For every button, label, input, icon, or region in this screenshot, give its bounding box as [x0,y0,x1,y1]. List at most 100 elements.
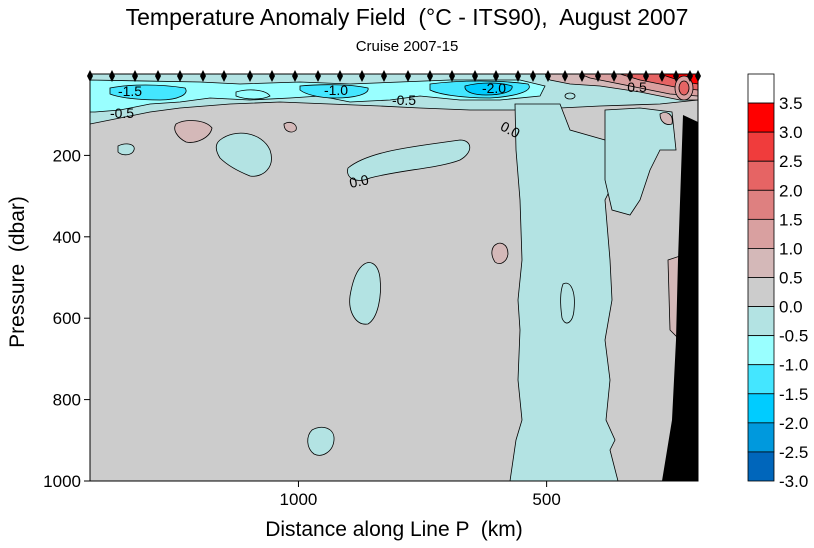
anomaly-blob-positive [283,122,297,133]
station-marker [643,70,649,82]
chart-subtitle: Cruise 2007-15 [355,38,459,55]
colorbar-label: -3.0 [779,472,808,491]
station-marker [132,70,138,82]
colorbar-swatch [747,422,775,453]
anomaly-blob [349,262,381,325]
anomaly-region-neg-1-5 [109,84,187,101]
station-marker [200,70,206,82]
colorbar-label: 1.5 [779,210,803,229]
station-marker [359,70,365,82]
colorbar-swatch [747,73,775,104]
anomaly-blob [347,139,471,181]
colorbar-label: -1.0 [779,356,808,375]
station-marker [472,70,478,82]
colorbar-swatch [747,335,775,366]
station-marker [687,70,693,82]
y-tick-label: 800 [53,391,81,410]
x-tick-label: 1000 [280,490,318,509]
y-axis: 200 400 600 800 1000 [43,146,90,491]
contour-label: 0.0 [348,171,371,191]
colorbar-label: -2.5 [779,443,808,462]
anomaly-blob [117,143,135,156]
anomaly-blob [560,282,575,324]
colorbar-swatch [747,451,775,482]
station-marker [109,70,115,82]
colorbar-swatch [747,131,775,162]
station-markers [87,70,701,82]
station-marker [155,70,161,82]
anomaly-region-neg-1-0 [235,89,271,100]
anomaly-blob-positive [659,112,673,125]
chart-title: Temperature Anomaly Field (°C - ITS90), … [125,4,689,30]
x-tick-label: 500 [532,490,560,509]
station-marker [269,70,275,82]
colorbar-label: 2.0 [779,181,803,200]
anomaly-region-neg-0-5 [604,107,677,216]
station-marker [595,70,601,82]
contour-label: -0.5 [392,92,416,108]
colorbar-swatch [747,160,775,191]
colorbar-swatch [747,189,775,220]
colorbar-label: -0.5 [779,327,808,346]
colorbar-label: 0.0 [779,298,803,317]
contour-label: -1.5 [118,83,142,99]
contour-label: -0.5 [110,105,134,121]
station-marker [611,70,617,82]
surface-eddy [678,80,690,96]
station-marker [405,70,411,82]
station-marker [627,70,633,82]
station-marker [493,70,499,82]
colorbar-label: 3.0 [779,123,803,142]
colorbar-swatch [747,102,775,133]
colorbar-label: 1.0 [779,239,803,258]
colorbar-swatch [747,306,775,337]
colorbar-label: -1.5 [779,385,808,404]
anomaly-blob-positive [174,120,213,143]
station-marker [427,70,433,82]
colorbar-swatch [747,218,775,249]
colorbar-label: -2.0 [779,414,808,433]
station-marker [515,70,521,82]
anomaly-blob-positive [491,242,509,264]
station-marker [562,70,568,82]
colorbar: 3.5 3.0 2.5 2.0 1.5 1.0 0.5 0.0 -0.5 -1.0 -1.5 -2.0… [747,73,808,491]
surface-eddy [564,92,576,100]
station-marker [449,70,455,82]
station-marker [292,70,298,82]
colorbar-label: 0.5 [779,269,803,288]
station-marker [337,70,343,82]
station-marker [673,70,679,82]
colorbar-swatch [747,248,775,278]
x-axis: 1000 500 [280,481,561,509]
anomaly-region-neg-1-5 [299,84,369,99]
y-tick-label: 1000 [43,472,81,491]
y-tick-label: 600 [53,309,81,328]
station-marker [530,70,536,82]
station-marker [659,70,665,82]
y-tick-label: 400 [53,228,81,247]
station-marker [315,70,321,82]
station-marker [381,70,387,82]
x-axis-label: Distance along Line P (km) [265,518,523,541]
contour-label: -1.0 [324,82,348,98]
contour-field [90,74,698,481]
anomaly-region-neg-2-0 [464,82,513,96]
plot-frame [89,73,699,482]
station-marker [177,70,183,82]
contour-label: 0.5 [627,79,647,95]
contour-labels: -1.5 -1.0 -2.0 -0.5 -0.5 0.0 0.0 0.5 [110,79,647,191]
station-marker [545,70,551,82]
station-marker [579,70,585,82]
colorbar-label: 3.5 [779,94,803,113]
colorbar-label: 2.5 [779,152,803,171]
colorbar-swatch [747,277,775,307]
colorbar-swatch [747,393,775,424]
station-marker [247,70,253,82]
colorbar-swatch [747,364,775,395]
bathymetry [662,115,698,481]
anomaly-blob [215,132,272,177]
anomaly-blob [307,426,335,456]
station-marker [221,70,227,82]
y-tick-label: 200 [53,146,81,165]
